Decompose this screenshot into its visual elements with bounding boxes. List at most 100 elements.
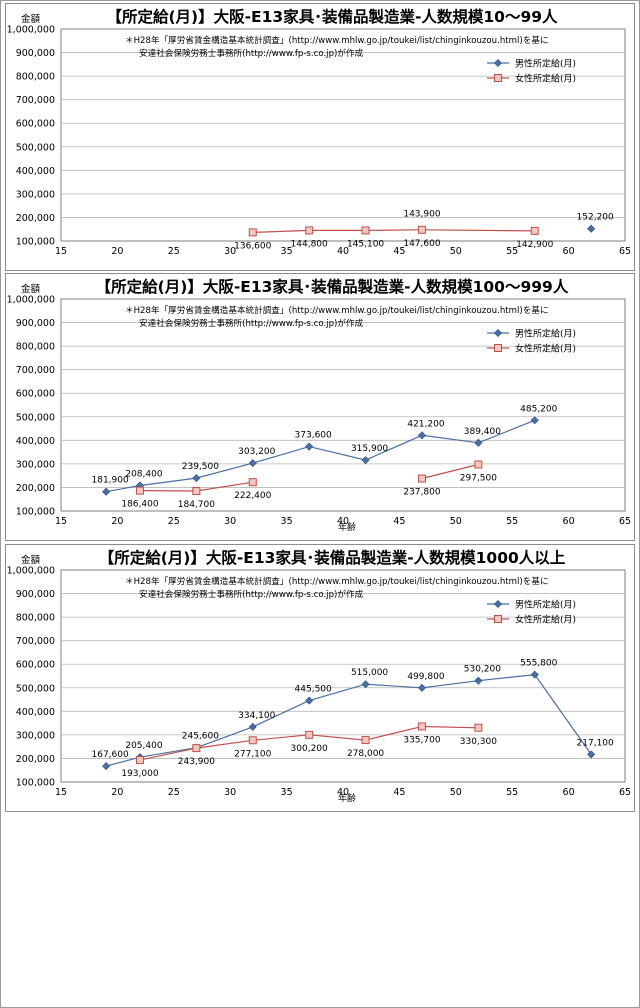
series-line bbox=[105, 673, 592, 767]
y-tick-label: 1,000,000 bbox=[7, 566, 55, 577]
legend-entry: 男性所定給(月) bbox=[515, 58, 576, 70]
data-point bbox=[361, 226, 370, 235]
data-point bbox=[102, 487, 111, 496]
legend-marker bbox=[493, 58, 503, 68]
data-label: 245,600 bbox=[182, 732, 219, 742]
data-label: 335,700 bbox=[403, 735, 440, 745]
plot-area bbox=[60, 298, 626, 512]
data-point bbox=[305, 730, 314, 739]
data-label: 389,400 bbox=[464, 427, 501, 437]
x-tick-label: 65 bbox=[619, 246, 631, 257]
y-tick-label: 400,000 bbox=[16, 166, 55, 177]
y-tick-label: 700,000 bbox=[16, 95, 55, 106]
x-tick-label: 60 bbox=[563, 516, 575, 527]
x-tick-label: 60 bbox=[563, 787, 575, 798]
y-tick-label: 800,000 bbox=[16, 613, 55, 624]
plot-area bbox=[60, 28, 626, 242]
legend-marker bbox=[494, 615, 502, 623]
data-label: 142,900 bbox=[516, 240, 553, 250]
chart-frame bbox=[5, 273, 635, 541]
data-label: 181,900 bbox=[92, 476, 129, 486]
data-point bbox=[305, 696, 314, 705]
y-tick-label: 300,000 bbox=[16, 459, 55, 470]
x-tick-label: 30 bbox=[224, 787, 236, 798]
y-tick-label: 100,000 bbox=[16, 237, 55, 248]
data-label: 421,200 bbox=[407, 419, 444, 429]
data-label: 300,200 bbox=[291, 744, 328, 754]
x-tick-label: 45 bbox=[393, 787, 405, 798]
legend-marker bbox=[494, 344, 502, 352]
chart-panel-size-10-99: 【所定給(月)】大阪-E13家具･装備品製造業-人数規模10～99人 金額 100,… bbox=[5, 3, 635, 271]
data-point bbox=[361, 456, 370, 465]
data-point bbox=[474, 438, 483, 447]
legend-entry: 男性所定給(月) bbox=[515, 599, 576, 611]
data-label: 239,500 bbox=[182, 462, 219, 472]
source-note-line2: 安達社会保険労務士事務所(http://www.fp-s.co.jp)が作成 bbox=[139, 317, 364, 329]
data-label: 186,400 bbox=[121, 500, 158, 510]
data-label: 222,400 bbox=[234, 491, 271, 501]
data-point bbox=[530, 670, 539, 679]
data-label: 373,600 bbox=[295, 431, 332, 441]
x-tick-label: 20 bbox=[111, 516, 123, 527]
legend-marker bbox=[493, 328, 503, 338]
x-tick-label: 20 bbox=[111, 246, 123, 257]
chart-title: 【所定給(月)】大阪-E13家具･装備品製造業-人数規模100～999人 bbox=[96, 277, 569, 296]
source-note-line2: 安達社会保険労務士事務所(http://www.fp-s.co.jp)が作成 bbox=[139, 588, 364, 600]
data-point bbox=[417, 431, 426, 440]
legend-entry: 男性所定給(月) bbox=[515, 328, 576, 340]
data-label: 237,800 bbox=[403, 488, 440, 498]
data-label: 136,600 bbox=[234, 241, 271, 251]
y-tick-label: 500,000 bbox=[16, 412, 55, 423]
data-point bbox=[530, 416, 539, 425]
y-tick-label: 900,000 bbox=[16, 318, 55, 329]
data-point bbox=[192, 474, 201, 483]
chart-title: 【所定給(月)】大阪-E13家具･装備品製造業-人数規模1000人以上 bbox=[99, 548, 566, 567]
data-label: 277,100 bbox=[234, 749, 271, 759]
y-tick-label: 600,000 bbox=[16, 119, 55, 130]
chart-frame bbox=[5, 544, 635, 812]
x-tick-label: 40 bbox=[337, 787, 349, 798]
data-label: 144,800 bbox=[291, 239, 328, 249]
data-label: 445,500 bbox=[295, 685, 332, 695]
x-tick-label: 35 bbox=[281, 516, 293, 527]
y-tick-label: 700,000 bbox=[16, 365, 55, 376]
data-label: 297,500 bbox=[460, 473, 497, 483]
chart-title: 【所定給(月)】大阪-E13家具･装備品製造業-人数規模10～99人 bbox=[106, 7, 558, 26]
chart-panel-size-100-999: 【所定給(月)】大阪-E13家具･装備品製造業-人数規模100～999人 金額 10… bbox=[5, 273, 635, 541]
data-point bbox=[474, 460, 483, 469]
data-point bbox=[417, 474, 426, 483]
data-label: 193,000 bbox=[121, 769, 158, 779]
x-tick-label: 40 bbox=[337, 516, 349, 527]
x-tick-label: 15 bbox=[55, 516, 67, 527]
y-tick-label: 500,000 bbox=[16, 142, 55, 153]
data-point bbox=[417, 683, 426, 692]
x-tick-label: 30 bbox=[224, 516, 236, 527]
data-point bbox=[135, 486, 144, 495]
legend-entry: 女性所定給(月) bbox=[515, 343, 576, 355]
data-point bbox=[530, 226, 539, 235]
data-label: 555,800 bbox=[520, 659, 557, 669]
x-tick-label: 55 bbox=[506, 516, 518, 527]
data-point bbox=[587, 224, 596, 233]
data-point bbox=[192, 744, 201, 753]
data-label: 147,600 bbox=[403, 239, 440, 249]
data-point bbox=[248, 722, 257, 731]
x-tick-label: 45 bbox=[393, 246, 405, 257]
y-axis-label: 金額 bbox=[21, 13, 41, 25]
x-tick-label: 65 bbox=[619, 516, 631, 527]
y-tick-label: 600,000 bbox=[16, 389, 55, 400]
data-label: 278,000 bbox=[347, 749, 384, 759]
x-tick-label: 35 bbox=[281, 246, 293, 257]
y-tick-label: 200,000 bbox=[16, 754, 55, 765]
x-tick-label: 15 bbox=[55, 787, 67, 798]
y-tick-label: 200,000 bbox=[16, 483, 55, 494]
x-tick-label: 40 bbox=[337, 246, 349, 257]
y-tick-label: 200,000 bbox=[16, 213, 55, 224]
y-tick-label: 400,000 bbox=[16, 436, 55, 447]
x-tick-label: 30 bbox=[224, 246, 236, 257]
x-tick-label: 50 bbox=[450, 516, 462, 527]
y-tick-label: 800,000 bbox=[16, 342, 55, 353]
data-point bbox=[135, 756, 144, 765]
y-tick-label: 900,000 bbox=[16, 48, 55, 59]
